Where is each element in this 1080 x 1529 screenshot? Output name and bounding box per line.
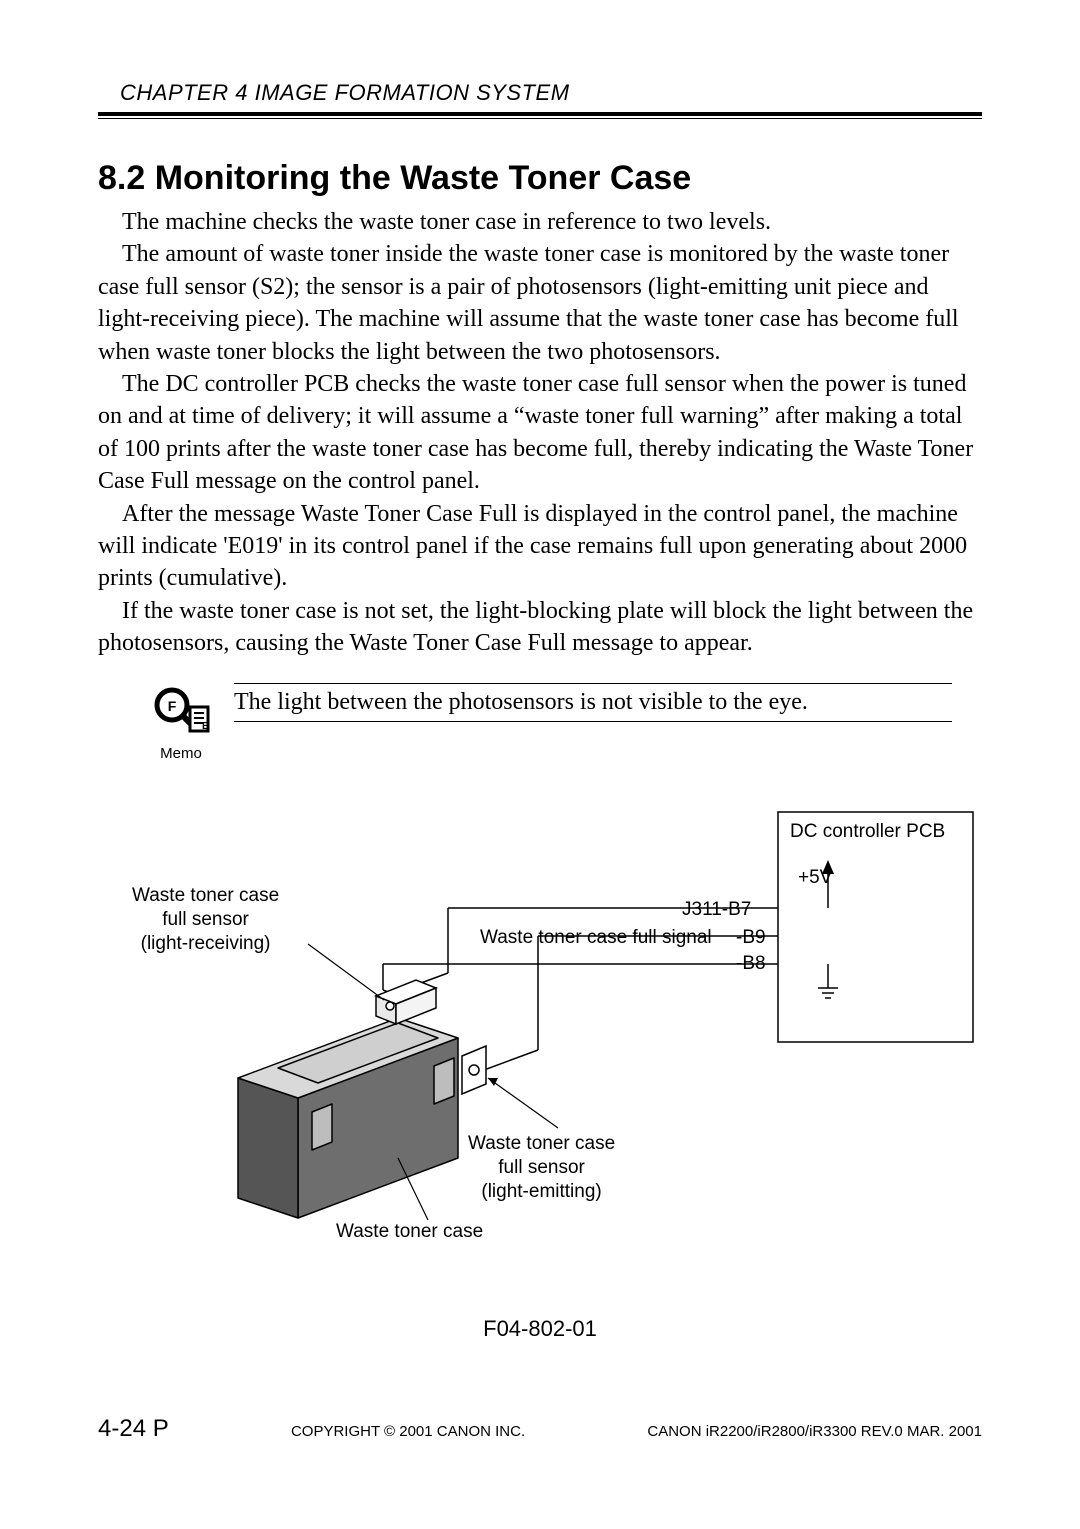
memo-icon: F E xyxy=(150,683,212,743)
figure-svg xyxy=(98,788,982,1308)
label-waste-toner-case: Waste toner case xyxy=(336,1220,483,1244)
model-rev: CANON iR2200/iR2800/iR3300 REV.0 MAR. 20… xyxy=(647,1423,982,1440)
body-text: The machine checks the waste toner case … xyxy=(98,206,982,659)
memo-text: The light between the photosensors is no… xyxy=(234,684,952,720)
paragraph: The amount of waste toner inside the was… xyxy=(98,238,982,368)
label-j311-b7: J311-B7 xyxy=(682,898,751,922)
figure-caption: F04-802-01 xyxy=(98,1316,982,1342)
memo-block: F E Memo The light between the photosens… xyxy=(98,683,982,762)
memo-label: Memo xyxy=(160,745,202,762)
label-sensor-emitting: Waste toner case full sensor (light-emit… xyxy=(468,1132,615,1203)
footer: 4-24 P COPYRIGHT © 2001 CANON INC. CANON… xyxy=(98,1415,982,1443)
page: CHAPTER 4 IMAGE FORMATION SYSTEM 8.2 Mon… xyxy=(0,0,1080,1529)
label-b9: -B9 xyxy=(736,926,766,950)
label-plus5v: +5V xyxy=(798,866,832,890)
copyright: COPYRIGHT © 2001 CANON INC. xyxy=(291,1423,525,1440)
label-b8: -B8 xyxy=(736,952,766,976)
figure: DC controller PCB +5V J311-B7 Waste tone… xyxy=(98,788,982,1308)
svg-text:E: E xyxy=(202,721,209,732)
paragraph: If the waste toner case is not set, the … xyxy=(98,595,982,660)
memo-text-wrap: The light between the photosensors is no… xyxy=(234,683,952,721)
chapter-header: CHAPTER 4 IMAGE FORMATION SYSTEM xyxy=(98,80,982,106)
section-title: 8.2 Monitoring the Waste Toner Case xyxy=(98,159,982,198)
label-signal: Waste toner case full signal xyxy=(480,926,712,950)
rule-thick xyxy=(98,112,982,116)
paragraph: The DC controller PCB checks the waste t… xyxy=(98,368,982,498)
paragraph: After the message Waste Toner Case Full … xyxy=(98,498,982,595)
label-dc-controller: DC controller PCB xyxy=(790,820,945,844)
page-number: 4-24 P xyxy=(98,1415,169,1443)
paragraph: The machine checks the waste toner case … xyxy=(98,206,982,238)
rule-thin xyxy=(98,118,982,119)
memo-rule-bottom xyxy=(234,721,952,722)
memo-icon-wrap: F E Memo xyxy=(146,683,216,762)
svg-text:F: F xyxy=(168,698,177,714)
label-sensor-receiving: Waste toner case full sensor (light-rece… xyxy=(132,884,279,955)
